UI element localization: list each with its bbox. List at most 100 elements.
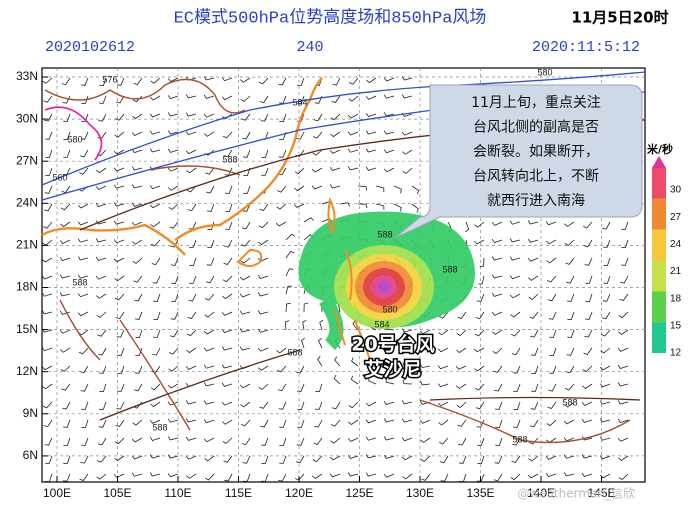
barb [222,131,233,139]
barb [131,202,143,207]
barb [365,472,377,477]
barb [331,401,341,410]
barb [206,185,215,194]
barb [279,113,287,123]
barb [531,383,539,392]
barb [491,292,503,297]
callout-line: 会断裂。如果断开， [473,144,599,160]
barb [313,437,323,445]
coastline [41,77,323,256]
barb [585,275,593,284]
barb [41,292,53,297]
shade-band [319,296,344,350]
barb [347,113,359,119]
barb [383,149,395,154]
barb [618,311,629,319]
init-code: 2020102612 [45,39,135,56]
contour-label: 580 [537,67,552,77]
barb [459,473,467,483]
barb [276,347,287,354]
barb [79,473,89,481]
lon-label: 125E [345,486,373,500]
barb [60,203,71,211]
barb [115,113,125,121]
barb [318,337,323,349]
barb [149,148,161,153]
lon-label: 100E [43,486,71,500]
barb [618,473,629,480]
barb [41,257,53,263]
barb [80,455,89,464]
barb [365,401,377,407]
barb [224,239,233,248]
barb [149,436,161,441]
barb [242,203,251,212]
barb [221,77,233,82]
barb [113,184,125,189]
barb [133,275,143,283]
contour-label: 588 [287,347,302,357]
barb [117,365,125,375]
contour-label: 584 [292,97,307,107]
barb [599,455,611,460]
barb [44,113,53,122]
barb [149,113,161,118]
contour-label: 588 [512,434,527,444]
barb [599,400,611,405]
barb [81,437,89,446]
barb [167,454,179,459]
barb [43,221,53,229]
barb [583,239,593,248]
barb [473,347,485,353]
barb [509,238,521,243]
colorbar-label: 18 [670,293,682,304]
barb [241,113,251,121]
barb [365,166,377,171]
barb [225,203,233,213]
barb [134,311,143,320]
barb [41,275,53,280]
barb [511,455,521,463]
colorbar-label: 15 [670,320,682,331]
barb [465,221,470,233]
lon-label: 115E [225,486,252,500]
barb [169,347,179,355]
barb [383,400,395,405]
barb [331,419,341,427]
barb [331,95,341,103]
barb [456,383,467,389]
lat-label: 24N [16,195,38,209]
barb [347,166,359,171]
barb [621,239,629,249]
barb [60,347,71,353]
barb [333,374,341,385]
barb [619,293,629,301]
barb [45,167,53,176]
barb [510,311,521,318]
barb [347,472,359,477]
barb [510,329,521,337]
barb [347,437,359,442]
barb [511,347,521,356]
barb [185,455,197,460]
shade-purple [378,281,390,293]
barb [275,221,287,227]
barb [116,77,125,86]
barb [509,256,521,261]
barb [303,217,314,223]
barb [402,149,413,155]
colorbar-label: 12 [670,348,682,359]
contour-label: 588 [442,264,457,274]
barb [512,365,521,374]
barb [493,473,503,482]
barb [132,113,143,120]
barb [279,455,287,464]
lon-label: 145E [587,486,615,500]
barb [63,113,71,122]
barb [185,112,197,117]
barb [277,185,287,193]
barb [365,419,377,424]
barb [113,473,125,478]
barb [566,275,575,284]
barb [131,184,143,189]
